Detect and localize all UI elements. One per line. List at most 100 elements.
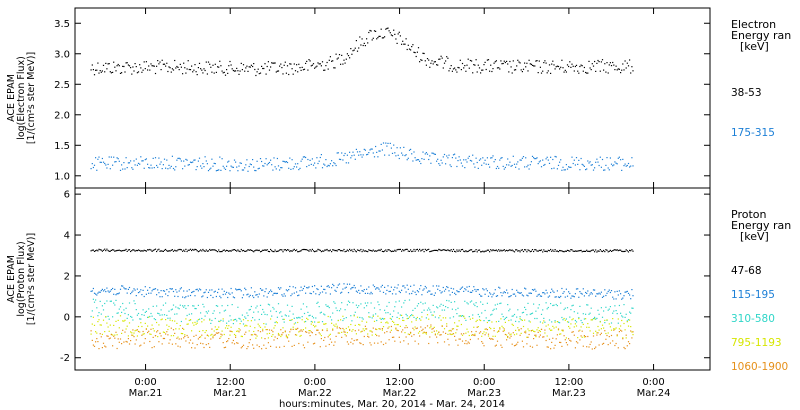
data-point <box>290 319 292 321</box>
data-point <box>625 67 627 69</box>
data-point <box>546 72 548 74</box>
data-point <box>389 250 391 252</box>
data-point <box>198 330 201 332</box>
data-point <box>114 66 116 68</box>
data-point <box>356 339 359 341</box>
data-point <box>630 326 632 328</box>
data-point <box>108 250 110 252</box>
data-point <box>456 329 458 331</box>
data-point <box>267 61 269 63</box>
data-point <box>431 60 433 62</box>
data-point <box>529 345 531 347</box>
data-point <box>563 251 565 253</box>
data-point <box>352 250 354 253</box>
electron-plot-frame <box>74 7 711 189</box>
data-point <box>149 69 151 71</box>
data-point <box>347 343 350 345</box>
data-point <box>423 52 425 55</box>
data-point <box>303 248 306 251</box>
data-point <box>316 250 318 252</box>
data-point <box>118 292 120 294</box>
data-point <box>140 289 142 291</box>
data-point <box>534 249 536 251</box>
data-point <box>179 158 181 160</box>
data-point <box>149 287 151 289</box>
data-point <box>299 67 301 69</box>
data-point <box>206 73 208 75</box>
data-point <box>107 249 109 252</box>
data-point <box>583 165 585 167</box>
data-point <box>270 289 272 291</box>
data-point <box>605 332 607 335</box>
data-point <box>91 323 93 325</box>
data-point <box>321 291 324 293</box>
data-point <box>126 62 128 64</box>
data-point <box>363 335 365 338</box>
data-point <box>228 250 230 252</box>
data-point <box>152 249 154 252</box>
data-point <box>562 67 564 69</box>
data-point <box>202 248 204 251</box>
data-point <box>147 289 149 291</box>
data-point <box>203 166 205 168</box>
data-point <box>599 249 601 251</box>
data-point <box>571 249 573 251</box>
data-point <box>201 69 203 71</box>
data-point <box>449 250 451 252</box>
data-point <box>603 310 605 312</box>
data-point <box>101 305 103 307</box>
data-point <box>574 164 576 166</box>
data-point <box>627 325 630 327</box>
data-point <box>127 335 129 337</box>
data-point <box>273 308 275 310</box>
data-point <box>354 330 356 332</box>
data-point <box>195 249 197 251</box>
data-point <box>508 164 510 166</box>
data-point <box>226 341 228 343</box>
data-point <box>430 324 432 326</box>
data-point <box>428 318 430 320</box>
data-point <box>112 71 114 73</box>
data-point <box>252 295 254 297</box>
data-point <box>589 67 591 69</box>
data-point <box>340 250 342 252</box>
data-point <box>528 59 530 61</box>
data-point <box>288 315 290 317</box>
data-point <box>449 294 451 296</box>
data-point <box>353 284 355 287</box>
data-point <box>493 327 495 329</box>
data-point <box>148 308 150 310</box>
data-point <box>478 67 481 69</box>
data-point <box>345 286 347 288</box>
data-point <box>299 250 301 252</box>
data-point <box>483 251 485 253</box>
data-point <box>157 336 159 338</box>
data-point <box>405 291 407 293</box>
data-point <box>487 295 490 297</box>
data-point <box>432 285 434 287</box>
data-point <box>436 285 438 287</box>
data-point <box>429 336 431 338</box>
data-point <box>213 310 215 312</box>
data-point <box>377 301 379 303</box>
data-point <box>421 311 423 313</box>
data-point <box>321 321 324 323</box>
data-point <box>245 250 247 252</box>
data-point <box>130 250 132 253</box>
data-point <box>350 250 352 252</box>
data-point <box>166 62 168 64</box>
data-point <box>196 344 198 346</box>
data-point <box>147 249 149 251</box>
data-point <box>228 320 230 322</box>
data-point <box>410 285 412 287</box>
data-point <box>448 290 450 292</box>
data-point <box>241 297 243 299</box>
data-point <box>354 287 356 289</box>
data-point <box>115 331 117 333</box>
data-point <box>218 249 220 251</box>
data-point <box>517 59 519 61</box>
data-point <box>325 292 327 294</box>
data-point <box>229 330 231 332</box>
data-point <box>415 293 417 296</box>
data-point <box>202 295 204 297</box>
